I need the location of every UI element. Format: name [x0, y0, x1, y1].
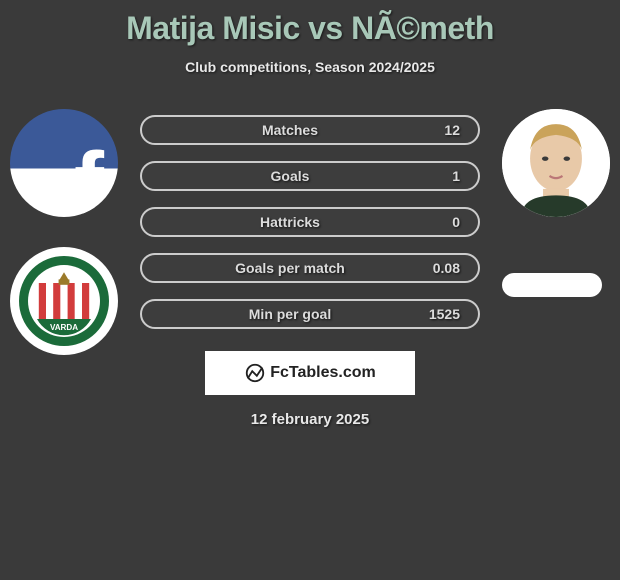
player-right-club-badge: [502, 273, 602, 297]
page-subtitle: Club competitions, Season 2024/2025: [0, 59, 620, 75]
stat-label: Matches: [160, 122, 420, 138]
stat-row: Goals per match 0.08: [140, 253, 480, 283]
stat-value: 1: [420, 168, 460, 184]
right-player-column: [502, 109, 610, 297]
stat-row: Matches 12: [140, 115, 480, 145]
brand-text: FcTables.com: [270, 364, 376, 382]
player-left-club-badge: VARDA: [10, 247, 118, 355]
comparison-content: VARDA Matches 12 Goals 1: [0, 115, 620, 428]
stat-value: 0: [420, 214, 460, 230]
stat-value: 0.08: [420, 260, 460, 276]
page-title: Matija Misic vs NÃ©meth: [0, 0, 620, 47]
stat-row: Min per goal 1525: [140, 299, 480, 329]
stat-value: 1525: [420, 306, 460, 322]
brand-badge: FcTables.com: [205, 351, 415, 395]
player-right-avatar: [502, 109, 610, 217]
svg-text:VARDA: VARDA: [50, 323, 78, 332]
left-player-column: VARDA: [10, 109, 118, 355]
stats-bars: Matches 12 Goals 1 Hattricks 0 Goals per…: [140, 115, 480, 329]
stat-value: 12: [420, 122, 460, 138]
player-face-icon: [502, 109, 610, 217]
stat-label: Min per goal: [160, 306, 420, 322]
stat-label: Goals: [160, 168, 420, 184]
player-left-avatar: [10, 109, 118, 217]
stat-label: Hattricks: [160, 214, 420, 230]
stat-row: Goals 1: [140, 161, 480, 191]
club-crest-icon: VARDA: [19, 256, 109, 346]
generated-date: 12 february 2025: [0, 411, 620, 428]
stat-row: Hattricks 0: [140, 207, 480, 237]
brand-logo-icon: [244, 362, 266, 384]
stat-label: Goals per match: [160, 260, 420, 276]
